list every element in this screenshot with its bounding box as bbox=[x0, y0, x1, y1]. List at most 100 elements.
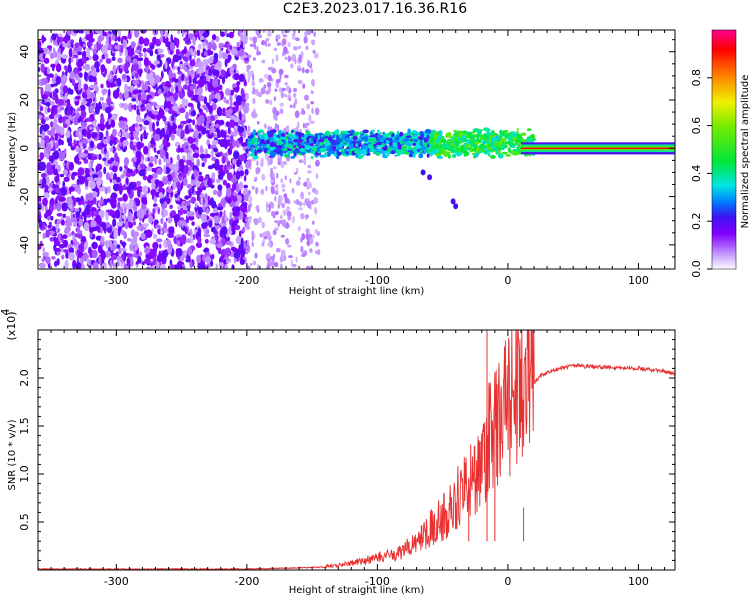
spectro-cell bbox=[226, 99, 229, 105]
spectro-cell bbox=[47, 107, 51, 113]
spectro-cell bbox=[55, 113, 61, 118]
spectro-cell bbox=[141, 126, 147, 130]
spectro-cell bbox=[424, 138, 428, 144]
spectro-cell bbox=[479, 139, 482, 144]
spectro-cell bbox=[270, 255, 275, 261]
spectro-cell bbox=[461, 135, 466, 139]
spectro-cell bbox=[208, 82, 213, 91]
spectro-cell bbox=[282, 209, 287, 216]
spectro-cell bbox=[274, 190, 279, 196]
spectro-cell bbox=[164, 30, 167, 39]
spectro-cell bbox=[39, 126, 43, 135]
spectro-cell bbox=[159, 243, 162, 249]
spectro-cell bbox=[158, 108, 165, 119]
spectro-cell bbox=[471, 131, 476, 134]
spectro-cell bbox=[447, 151, 451, 156]
spectro-cell bbox=[175, 48, 180, 55]
spectro-cell bbox=[68, 161, 74, 171]
spectro-cell bbox=[179, 256, 184, 262]
spectro-cell bbox=[182, 137, 187, 142]
spectro-cell bbox=[254, 150, 258, 156]
spectro-cell bbox=[105, 58, 112, 64]
spectro-cell bbox=[287, 244, 292, 248]
spectro-cell bbox=[99, 96, 104, 101]
colorbar-segment bbox=[712, 155, 736, 158]
spectro-cell bbox=[55, 223, 60, 229]
spectro-cell bbox=[38, 66, 41, 73]
spectro-cell bbox=[200, 67, 205, 73]
spectro-cell bbox=[198, 95, 205, 102]
spectro-cell bbox=[376, 134, 381, 139]
spectro-cell bbox=[259, 233, 264, 238]
spectro-cell bbox=[273, 261, 279, 268]
spectro-cell bbox=[155, 104, 161, 109]
spectro-cell bbox=[42, 197, 48, 207]
spectro-cell bbox=[160, 217, 164, 225]
spectro-cell bbox=[377, 129, 380, 133]
spectro-cell bbox=[46, 162, 52, 172]
spectro-cell bbox=[38, 196, 42, 203]
spectro-cell bbox=[387, 148, 393, 152]
colorbar-segment bbox=[712, 205, 736, 208]
spectro-cell bbox=[111, 214, 116, 219]
spectro-cell bbox=[143, 129, 147, 138]
colorbar-segment bbox=[712, 67, 736, 71]
colorbar-segment bbox=[712, 267, 736, 270]
spectro-cell bbox=[247, 54, 252, 58]
spectro-cell bbox=[261, 221, 265, 229]
spectro-cell bbox=[234, 117, 240, 123]
spectro-cell bbox=[242, 104, 250, 114]
spectro-cell bbox=[86, 258, 93, 266]
spectro-cell bbox=[176, 154, 180, 161]
spectro-cell bbox=[282, 188, 285, 192]
spectro-cell bbox=[245, 244, 251, 252]
colorbar-segment bbox=[712, 229, 736, 232]
spectro-cell bbox=[145, 102, 152, 111]
spectro-cell bbox=[59, 126, 65, 136]
spectro-cell bbox=[212, 147, 219, 153]
spectro-cell bbox=[66, 218, 73, 228]
spectro-cell bbox=[208, 143, 211, 150]
spectro-cell bbox=[67, 232, 72, 237]
spectro-cell bbox=[305, 45, 309, 51]
spectro-cell bbox=[272, 166, 277, 170]
colorbar-segment bbox=[712, 265, 736, 268]
spectro-cell bbox=[410, 132, 414, 137]
spectro-cell bbox=[275, 149, 283, 154]
spectro-cell bbox=[153, 147, 157, 153]
spectro-cell bbox=[275, 248, 281, 253]
spectro-cell bbox=[138, 36, 144, 45]
spectro-cell bbox=[206, 207, 209, 215]
colorbar-segment bbox=[712, 123, 736, 127]
spectro-cell bbox=[113, 75, 117, 79]
colorbar-segment bbox=[712, 101, 736, 105]
spectro-cell bbox=[74, 155, 80, 164]
colorbar-segment bbox=[712, 175, 736, 178]
spectro-cell bbox=[289, 178, 292, 184]
spectro-cell bbox=[167, 246, 173, 254]
spectro-cell bbox=[214, 158, 220, 166]
spectro-cell bbox=[77, 51, 83, 56]
spectro-cell bbox=[235, 235, 242, 245]
spectro-cell bbox=[168, 109, 175, 115]
spectro-cell bbox=[284, 141, 287, 144]
spectro-cell bbox=[239, 154, 246, 162]
spectro-cell bbox=[168, 227, 175, 235]
spectro-cell bbox=[156, 167, 162, 175]
spectro-cell bbox=[76, 107, 82, 112]
spectro-cell bbox=[306, 177, 310, 184]
spectro-cell bbox=[355, 143, 359, 147]
spectro-cell bbox=[239, 170, 245, 177]
spectro-cell bbox=[436, 145, 442, 149]
spectro-cell bbox=[497, 150, 501, 155]
spectro-cell bbox=[117, 226, 121, 237]
spectro-cell bbox=[296, 167, 299, 174]
spectro-cell bbox=[412, 153, 416, 158]
spectro-cell bbox=[233, 251, 241, 259]
spectro-cell bbox=[62, 43, 69, 48]
spectro-cell bbox=[73, 116, 79, 126]
spectro-cell bbox=[89, 180, 96, 190]
spectro-cell bbox=[67, 197, 73, 206]
spectro-cell bbox=[117, 131, 122, 137]
spectro-cell bbox=[285, 86, 290, 92]
